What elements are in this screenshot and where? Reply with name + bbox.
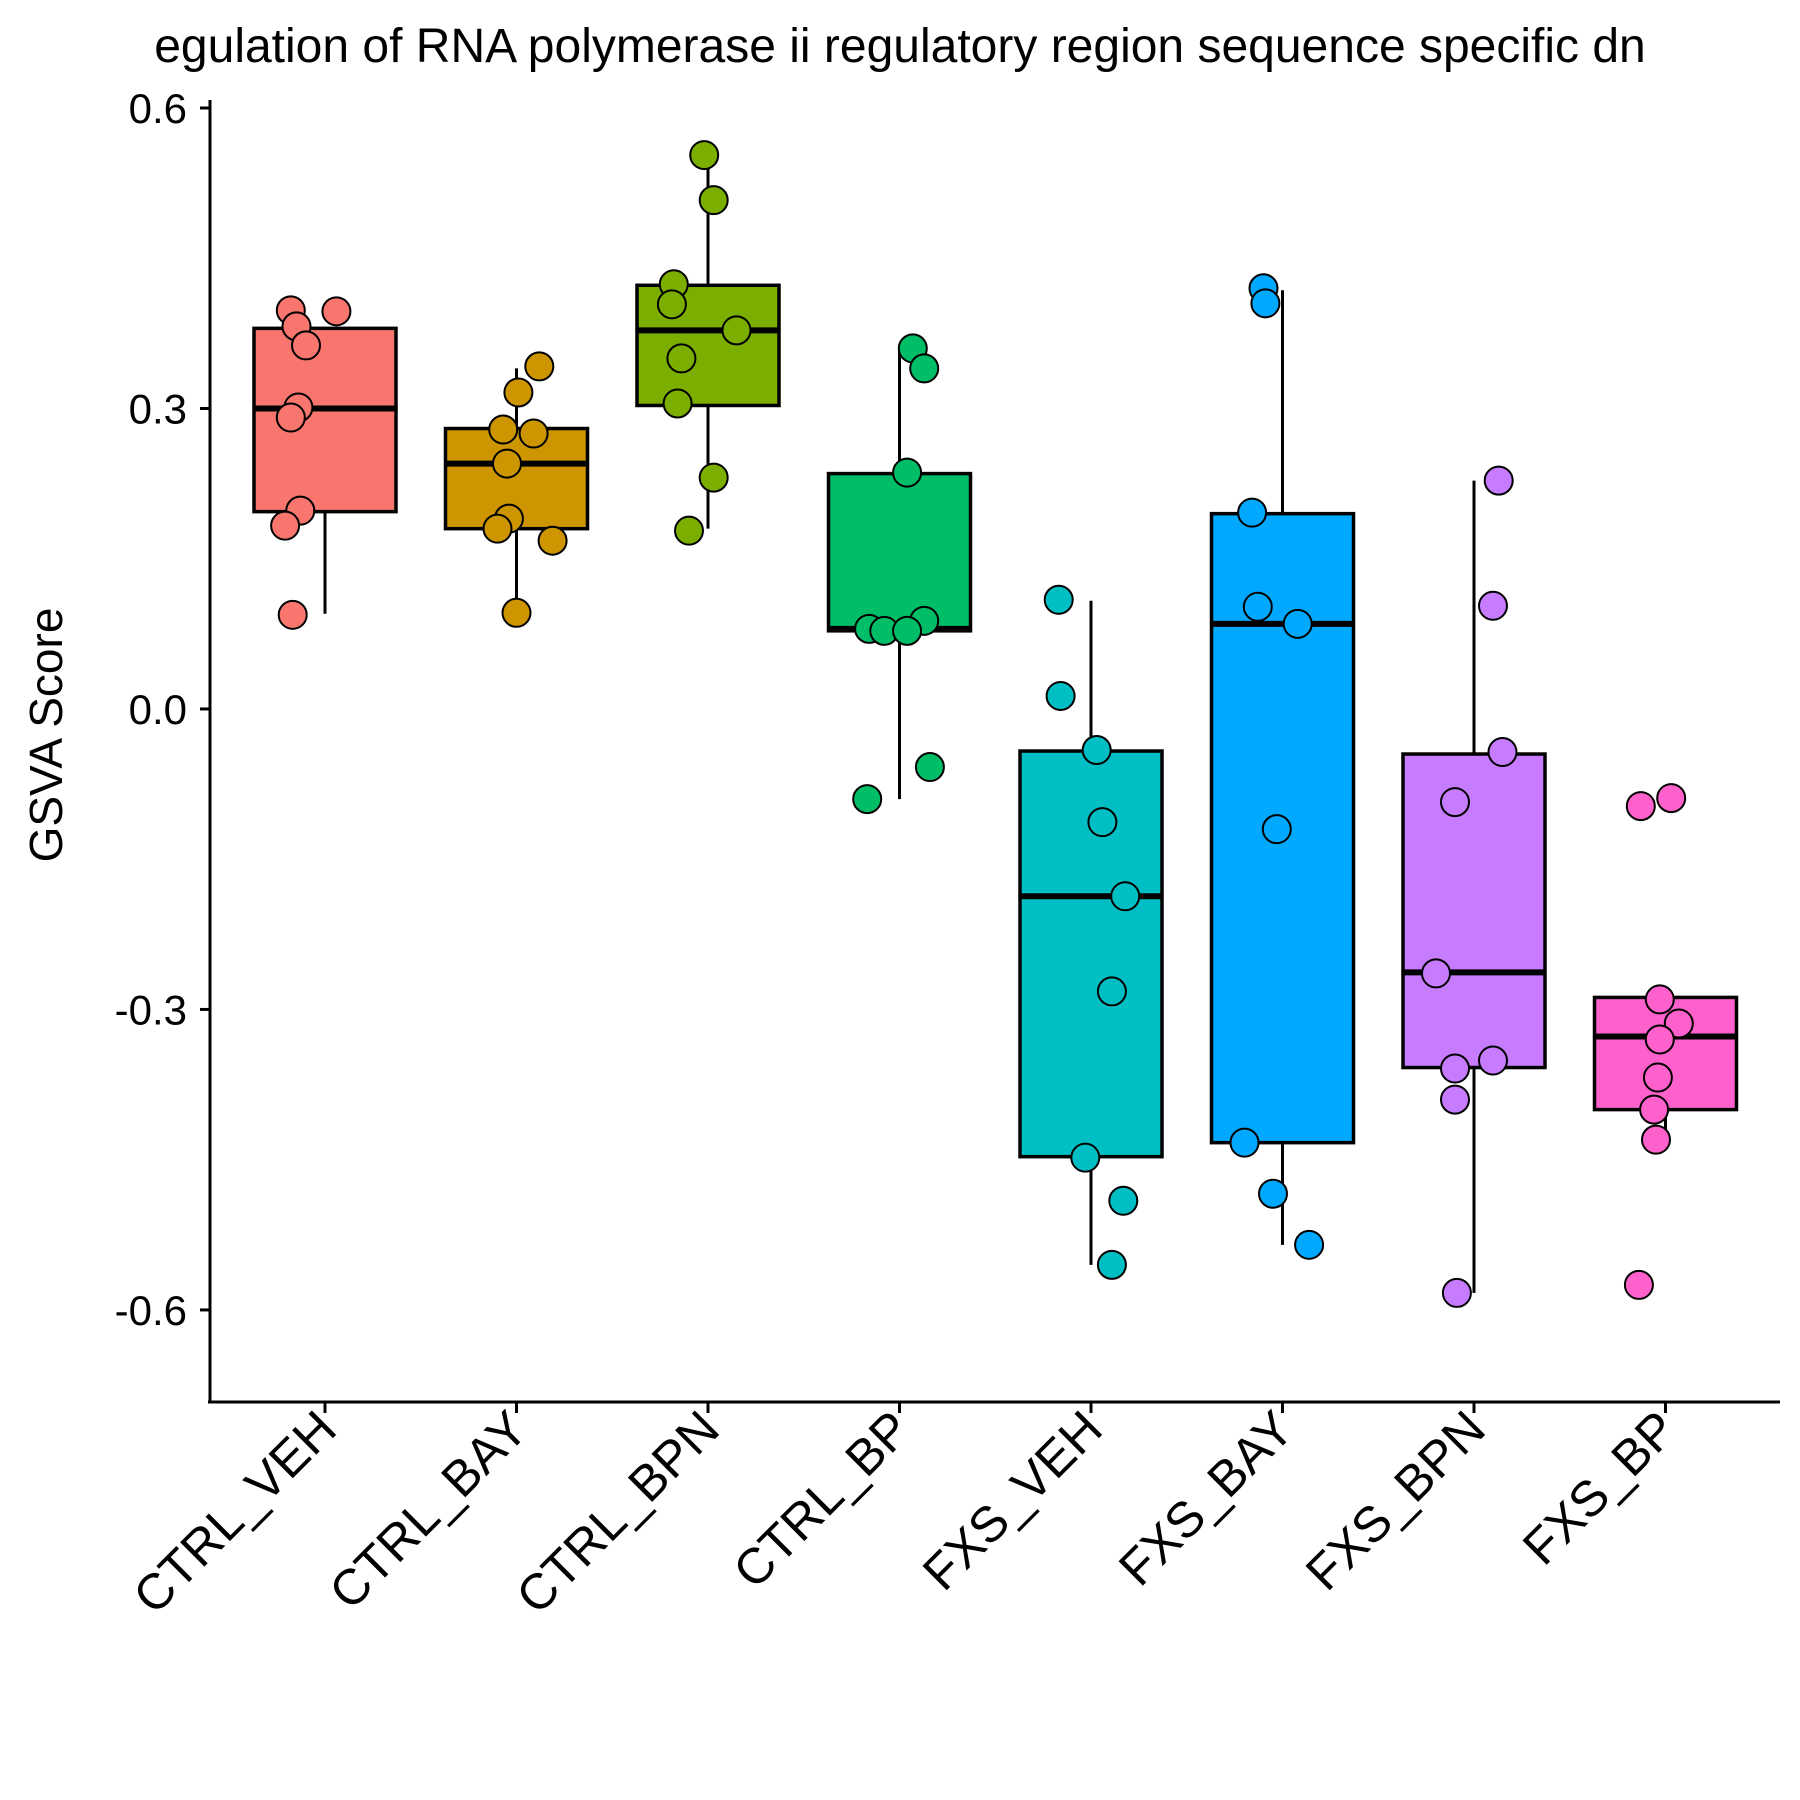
data-point	[1663, 1008, 1694, 1039]
data-point	[1096, 1249, 1127, 1280]
data-point	[1421, 958, 1451, 989]
y-axis: 0.6 0.3 0.0 -0.3 -0.6	[115, 85, 210, 1334]
data-point	[689, 140, 720, 171]
data-point	[1250, 288, 1281, 319]
data-point	[275, 402, 306, 433]
x-tick-label: CTRL_BPN	[505, 1400, 729, 1624]
data-point	[914, 752, 945, 783]
data-point	[482, 513, 513, 544]
data-point	[1641, 1124, 1671, 1155]
data-point	[1440, 1053, 1470, 1084]
x-tick-label: FXS_BPN	[1295, 1400, 1496, 1601]
box-group-ctrl-veh	[252, 295, 398, 630]
data-point	[291, 330, 321, 361]
box-iqr	[1592, 995, 1739, 1112]
data-point	[1237, 497, 1268, 528]
data-point	[698, 185, 729, 216]
data-point	[1294, 1229, 1325, 1260]
data-point	[1229, 1127, 1260, 1158]
data-point	[524, 351, 555, 382]
data-point	[1642, 1062, 1673, 1093]
data-point	[1096, 976, 1127, 1007]
data-point	[662, 388, 693, 419]
x-tick-label: FXS_VEH	[912, 1400, 1113, 1601]
data-point	[503, 377, 534, 408]
box-group-fxs-bay	[1209, 273, 1356, 1260]
y-tick-label: 0.3	[129, 385, 187, 432]
data-point	[1110, 881, 1141, 912]
y-tick-label: -0.3	[115, 986, 187, 1033]
data-point	[1087, 807, 1118, 838]
data-point	[1483, 465, 1514, 496]
plot-area	[252, 140, 1739, 1308]
data-point	[501, 597, 532, 628]
box-group-ctrl-bp	[826, 333, 973, 815]
data-point	[1043, 584, 1074, 615]
data-point	[518, 418, 549, 449]
data-point	[892, 457, 923, 488]
data-point	[1440, 1084, 1470, 1115]
data-point	[1656, 783, 1687, 814]
data-point	[1639, 1094, 1670, 1125]
data-point	[1623, 1269, 1654, 1300]
data-point	[1478, 590, 1508, 621]
y-axis-title: GSVA Score	[20, 608, 72, 863]
data-point	[1261, 814, 1292, 845]
x-tick-label: FXS_BP	[1512, 1400, 1687, 1575]
data-point	[909, 353, 940, 384]
y-tick-label: -0.6	[115, 1287, 187, 1334]
data-point	[674, 515, 704, 546]
box-iqr	[1401, 752, 1547, 1070]
data-point	[492, 448, 522, 479]
x-tick-label: CTRL_BP	[723, 1400, 922, 1599]
data-point	[270, 510, 301, 541]
data-point	[666, 343, 697, 374]
data-point	[1478, 1045, 1508, 1076]
data-point	[537, 525, 568, 556]
data-point	[488, 414, 519, 445]
box-iqr	[826, 471, 973, 633]
data-point	[1070, 1142, 1101, 1173]
data-point	[852, 784, 883, 815]
box-iqr	[252, 326, 398, 514]
data-point	[1045, 680, 1076, 711]
data-point	[656, 289, 687, 320]
box-group-fxs-bpn	[1401, 465, 1547, 1308]
data-point	[721, 315, 752, 346]
data-point	[1644, 984, 1675, 1015]
data-point	[1644, 1024, 1675, 1055]
box-group-fxs-veh	[1018, 584, 1164, 1280]
data-point	[1108, 1185, 1139, 1216]
data-point	[1242, 591, 1273, 622]
data-point	[321, 296, 352, 327]
data-point	[1487, 737, 1518, 768]
data-point	[698, 462, 729, 493]
y-tick-label: 0.6	[129, 85, 187, 132]
data-point	[1440, 787, 1470, 818]
data-point	[1258, 1178, 1288, 1209]
box-group-ctrl-bpn	[635, 140, 781, 546]
data-point	[1625, 791, 1656, 822]
box-group-ctrl-bay	[443, 351, 590, 628]
box-iqr	[1018, 749, 1164, 1159]
x-tick-label: CTRL_BAY	[319, 1400, 539, 1620]
data-point	[892, 615, 923, 646]
x-axis: CTRL_VEHCTRL_BAYCTRL_BPNCTRL_BPFXS_VEHFX…	[122, 1400, 1687, 1624]
data-point	[1081, 735, 1112, 766]
chart-title: egulation of RNA polymerase ii regulator…	[154, 20, 1646, 73]
data-point	[277, 599, 308, 630]
data-point	[1441, 1277, 1472, 1308]
x-tick-label: CTRL_VEH	[122, 1400, 346, 1624]
data-point	[1282, 608, 1313, 639]
y-tick-label: 0.0	[129, 686, 187, 733]
x-tick-label: FXS_BAY	[1108, 1400, 1304, 1596]
box-group-fxs-bp	[1592, 783, 1739, 1300]
